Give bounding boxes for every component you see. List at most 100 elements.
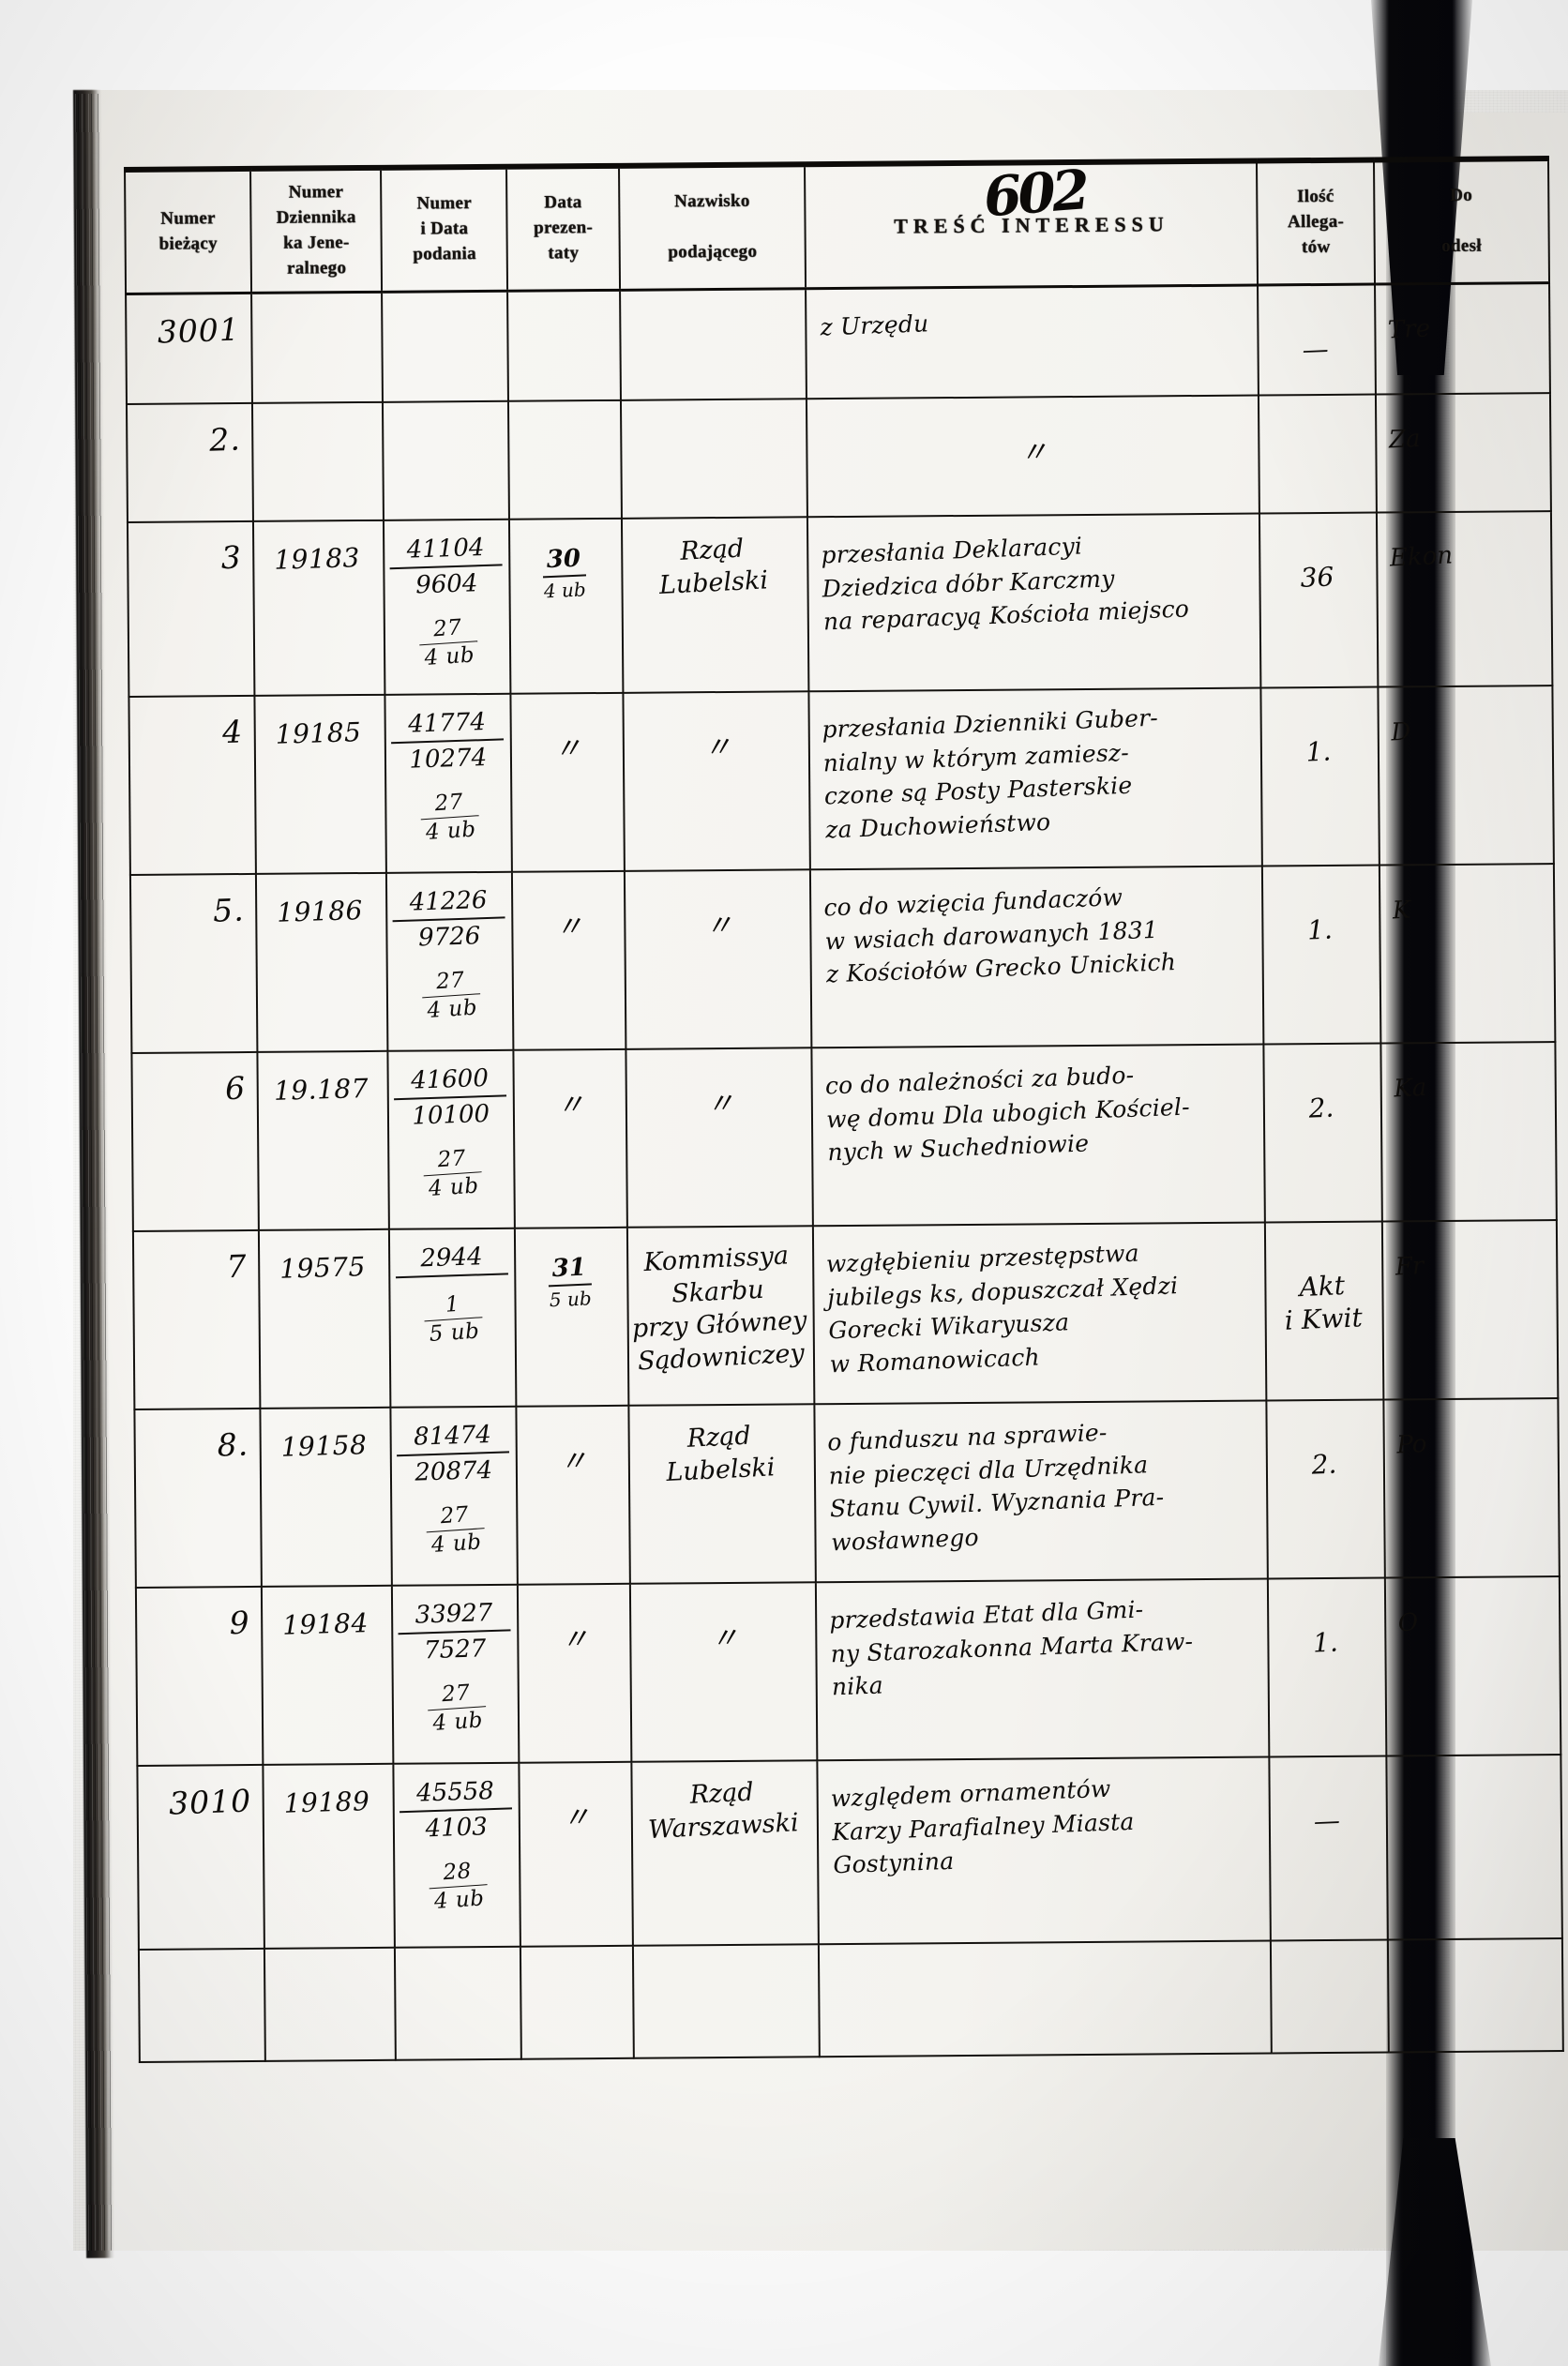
column-header-numer-podania: Numer i Data podania (381, 166, 508, 292)
column-header-dokad-odeslano: Do odesł (1373, 158, 1550, 284)
cell-nazwisko-podajacego: Rząd Lubelski (621, 517, 809, 693)
column-header-nazwisko: Nazwisko podającego (618, 164, 807, 290)
table-row: 4 19185 41774 10274 27 4 ub 〃 〃 przesłania Dzien… (128, 686, 1554, 875)
cell-data-prezentaty: 30 4 ub (509, 518, 624, 694)
cell-data-prezentaty: 〃 (516, 1405, 630, 1585)
cell-nazwisko-podajacego: 〃 (624, 869, 812, 1049)
numer-podania-value: 41600 10100 27 4 ub (387, 1049, 516, 1203)
header-line: bieżący (158, 233, 218, 254)
numer-dziennika-value: 19189 (283, 1786, 370, 1819)
podanie-number-top: 81474 (396, 1419, 510, 1456)
cell-numer-podania: 41104 9604 27 4 ub (383, 519, 511, 695)
podanie-date-day: 28 (428, 1856, 488, 1889)
dokad-odeslano-value: Tre (1386, 313, 1431, 344)
table-body: 3001 z Urzędu — Tre 2. 〃 Za 3 19183 41104 9604 27 4 … (126, 282, 1563, 2062)
dokad-odeslano-value: Fr (1394, 1252, 1425, 1282)
tresc-interessu-value: z Urzędu (820, 309, 930, 340)
adjacent-page-sliver (1450, 113, 1568, 2269)
cell-numer-dziennika (252, 401, 384, 521)
cell-numer-dziennika: 19186 (256, 872, 388, 1052)
prezentata-month: 4 ub (543, 578, 587, 603)
podanie-number-bottom: 4103 (425, 1812, 489, 1844)
header-line: Ilość (1296, 187, 1334, 207)
cell-data-prezentaty (507, 289, 621, 401)
cell-data-prezentaty (508, 399, 622, 520)
ilosc-allegatow-value (1259, 393, 1376, 445)
header-line: ka Jene- (283, 232, 350, 253)
nazwisko-ditto: 〃 (704, 1087, 735, 1122)
nazwisko-ditto: 〃 (703, 909, 734, 943)
data-prezentaty-ditto: 〃 (554, 910, 585, 945)
header-line: Numer (160, 208, 216, 229)
podanie-date-day: 27 (420, 965, 481, 998)
table-row: 8. 19158 81474 20874 27 4 ub 〃 Rząd Lubelski o f… (134, 1398, 1560, 1588)
cell-tresc-interessu: z Urzędu (806, 284, 1259, 399)
cell-numer-biezacy: 3001 (126, 292, 253, 404)
cell-nazwisko-podajacego (620, 399, 808, 519)
header-line: Dziennika (276, 206, 356, 228)
cell-numer-biezacy: 4 (128, 695, 257, 875)
numer-dziennika-value (252, 292, 382, 316)
data-prezentaty-value (508, 289, 619, 318)
cell-numer-podania: 45558 4103 28 4 ub (393, 1762, 521, 1948)
cell-tresc-interessu: przedstawia Etat dla Gmi- ny Starozakonn… (816, 1578, 1270, 1761)
numer-biezacy-value: 4 (221, 713, 244, 751)
podanie-date-day: 27 (419, 787, 480, 820)
tresc-ditto: 〃 (1018, 435, 1049, 471)
numer-dziennika-value: 19.187 (273, 1072, 369, 1107)
table-row: 3010 19189 45558 4103 28 4 ub 〃 Rząd Warszawski… (137, 1753, 1562, 1950)
numer-dziennika-value: 19158 (280, 1429, 368, 1463)
podanie-date: 27 4 ub (400, 1677, 516, 1740)
header-line: Allega- (1287, 212, 1345, 233)
nazwisko-value: Rząd Warszawski (647, 1777, 800, 1846)
podanie-date-day: 1 (422, 1289, 483, 1322)
podanie-number-top: 41104 (388, 532, 504, 570)
tresc-interessu-value: przesłania Deklaracyi Dziedzica dóbr Kar… (821, 532, 1190, 636)
ilosc-allegatow-value: Akt i Kwit (1284, 1270, 1364, 1337)
podanie-date: 27 4 ub (391, 611, 507, 674)
numer-podania-value: 41104 9604 27 4 ub (383, 519, 511, 672)
nazwisko-ditto: 〃 (701, 731, 732, 765)
cell-tresc-interessu: wzgłębieniu przestępstwa jubilegs ks, do… (813, 1222, 1267, 1405)
cell-numer-dziennika: 19575 (259, 1228, 391, 1409)
ilosc-allegatow-value: 2. (1308, 1092, 1335, 1124)
cell-numer-podania: 41600 10100 27 4 ub (387, 1049, 516, 1229)
podanie-number-bottom: 20874 (415, 1455, 493, 1487)
data-prezentaty-ditto: 〃 (552, 731, 584, 767)
numer-dziennika-value: 19184 (281, 1607, 369, 1641)
podanie-date-day: 27 (422, 1143, 482, 1176)
scanner-bed-top-margin (0, 0, 1568, 90)
dokad-odeslano-value: Ka (1393, 1073, 1427, 1104)
register-table: Numer bieżący Numer Dziennika ka Jene- r… (124, 156, 1564, 2063)
ilosc-allegatow-value: 1. (1305, 735, 1333, 768)
nazwisko-value (621, 286, 806, 310)
podanie-date-month: 4 ub (431, 1707, 485, 1736)
cell-numer-biezacy: 3 (127, 520, 255, 697)
cell-nazwisko-podajacego: Kommissya Skarbu przy Główney Sądownicze… (626, 1226, 815, 1406)
cell-tresc-interessu: co do wzięcia fundaczów w wsiach darowan… (810, 866, 1264, 1048)
podanie-number-bottom: 10100 (412, 1099, 490, 1131)
podanie-date-month: 5 ub (429, 1319, 481, 1347)
table-header: Numer bieżący Numer Dziennika ka Jene- r… (125, 158, 1550, 294)
ilosc-allegatow-value: — (1302, 332, 1330, 366)
podanie-date-month: 4 ub (423, 641, 476, 671)
cell-numer-podania (383, 400, 510, 520)
table-row: 6 19.187 41600 10100 27 4 ub 〃 〃 co do należnośc… (131, 1042, 1557, 1231)
cell-ilosc-allegatow: 1. (1262, 865, 1381, 1045)
numer-dziennika-value: 19575 (279, 1251, 367, 1285)
podanie-date-month: 4 ub (425, 816, 477, 845)
podanie-date: 28 4 ub (400, 1855, 517, 1918)
cell-dokad-odeslano: Za (1375, 393, 1551, 513)
podanie-number-bottom: 7527 (423, 1634, 488, 1665)
podanie-number-top: 41774 (390, 706, 505, 745)
empty-cell (520, 1945, 634, 2059)
cell-nazwisko-podajacego (619, 286, 807, 400)
folio-number: 602 (982, 158, 1090, 230)
scanner-bed-bottom-margin (0, 2251, 1568, 2366)
dokad-odeslano-value: Ekon (1388, 541, 1454, 573)
podanie-date-month: 4 ub (428, 1172, 480, 1201)
dokad-odeslano-value (1387, 1753, 1560, 1786)
numer-biezacy-value: 8. (216, 1425, 249, 1464)
numer-biezacy-value: 7 (225, 1247, 249, 1286)
